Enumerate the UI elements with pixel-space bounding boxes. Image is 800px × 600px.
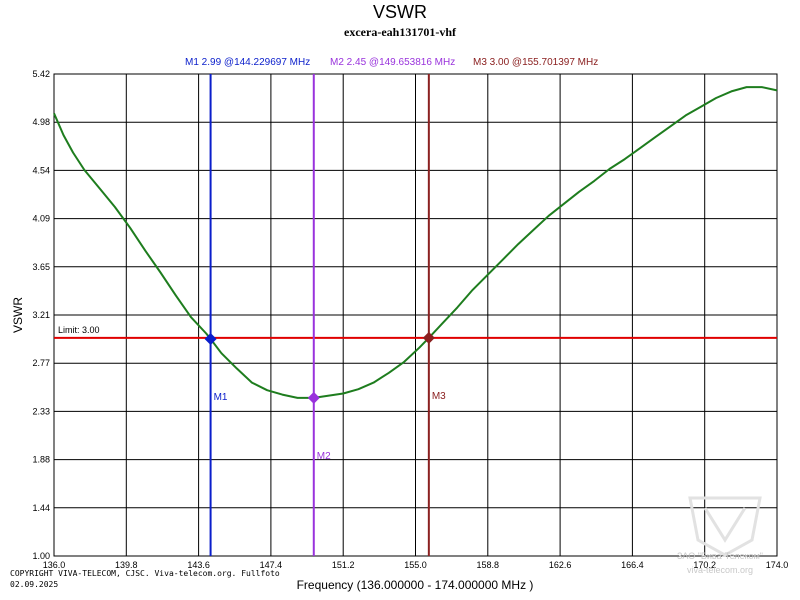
marker-label-m3: M3 xyxy=(432,391,446,402)
x-tick-label: 170.2 xyxy=(693,560,716,570)
y-tick-label: 5.42 xyxy=(32,69,50,79)
y-tick-label: 1.88 xyxy=(32,455,50,465)
chart-title: VSWR xyxy=(373,2,427,22)
y-tick-label: 4.98 xyxy=(32,117,50,127)
y-tick-labels: 1.00 1.44 1.88 2.33 2.77 3.21 3.65 4.09 4.54 4.98… xyxy=(32,69,50,561)
markers-layer: M1 M2 M3 xyxy=(204,331,446,462)
watermark-v-icon xyxy=(703,507,747,543)
x-tick-labels: 136.0 139.8 143.6 147.4 151.2 155.0 158.8 162.6… xyxy=(43,560,789,570)
marker-readout-m3: M3 3.00 @155.701397 MHz xyxy=(473,57,598,68)
marker-readout: M1 2.99 @144.229697 MHz M2 2.45 @149.6538… xyxy=(185,57,598,68)
marker-readout-m1: M1 2.99 @144.229697 MHz xyxy=(185,57,310,68)
marker-point-m3 xyxy=(422,331,435,344)
grid xyxy=(54,74,777,556)
x-tick-label: 151.2 xyxy=(332,560,355,570)
marker-label-m2: M2 xyxy=(317,451,331,462)
x-tick-label: 166.4 xyxy=(621,560,644,570)
x-tick-label: 155.0 xyxy=(404,560,427,570)
marker-point-m2 xyxy=(307,391,320,404)
copyright-line: COPYRIGHT VIVA-TELECOM, CJSC. Viva-telec… xyxy=(10,569,280,578)
y-tick-label: 4.54 xyxy=(32,165,50,175)
limit-label: Limit: 3.00 xyxy=(58,325,100,335)
series-layer: Limit: 3.00 xyxy=(53,74,778,556)
x-tick-label: 147.4 xyxy=(260,560,283,570)
x-tick-label: 139.8 xyxy=(115,560,138,570)
y-tick-label: 1.00 xyxy=(32,551,50,561)
x-tick-label: 158.8 xyxy=(477,560,500,570)
y-axis-label: VSWR xyxy=(11,297,25,333)
watermark-shield-icon xyxy=(688,496,762,557)
watermark-company: ЗАО "Вива-Телеком" xyxy=(677,551,763,561)
x-tick-label: 174.0 xyxy=(766,560,789,570)
marker-readout-m2: M2 2.45 @149.653816 MHz xyxy=(330,57,455,68)
watermark-site: viva-telecom.org xyxy=(687,565,753,575)
x-tick-label: 143.6 xyxy=(187,560,210,570)
x-tick-label: 162.6 xyxy=(549,560,572,570)
y-tick-label: 2.77 xyxy=(32,358,50,368)
y-tick-label: 1.44 xyxy=(32,503,50,513)
y-tick-label: 3.21 xyxy=(32,310,50,320)
watermark: ЗАО "Вива-Телеком" viva-telecom.org xyxy=(677,496,763,575)
marker-point-m1 xyxy=(204,332,217,345)
y-tick-label: 3.65 xyxy=(32,262,50,272)
chart-subtitle: excera-eah131701-vhf xyxy=(344,25,457,39)
x-axis-label: Frequency (136.000000 - 174.000000 MHz ) xyxy=(297,578,534,592)
copyright-date: 02.09.2025 xyxy=(10,580,58,589)
x-tick-label: 136.0 xyxy=(43,560,66,570)
series-line-vswr xyxy=(53,86,778,399)
marker-label-m1: M1 xyxy=(214,392,228,403)
y-tick-label: 4.09 xyxy=(32,214,50,224)
y-tick-label: 2.33 xyxy=(32,406,50,416)
